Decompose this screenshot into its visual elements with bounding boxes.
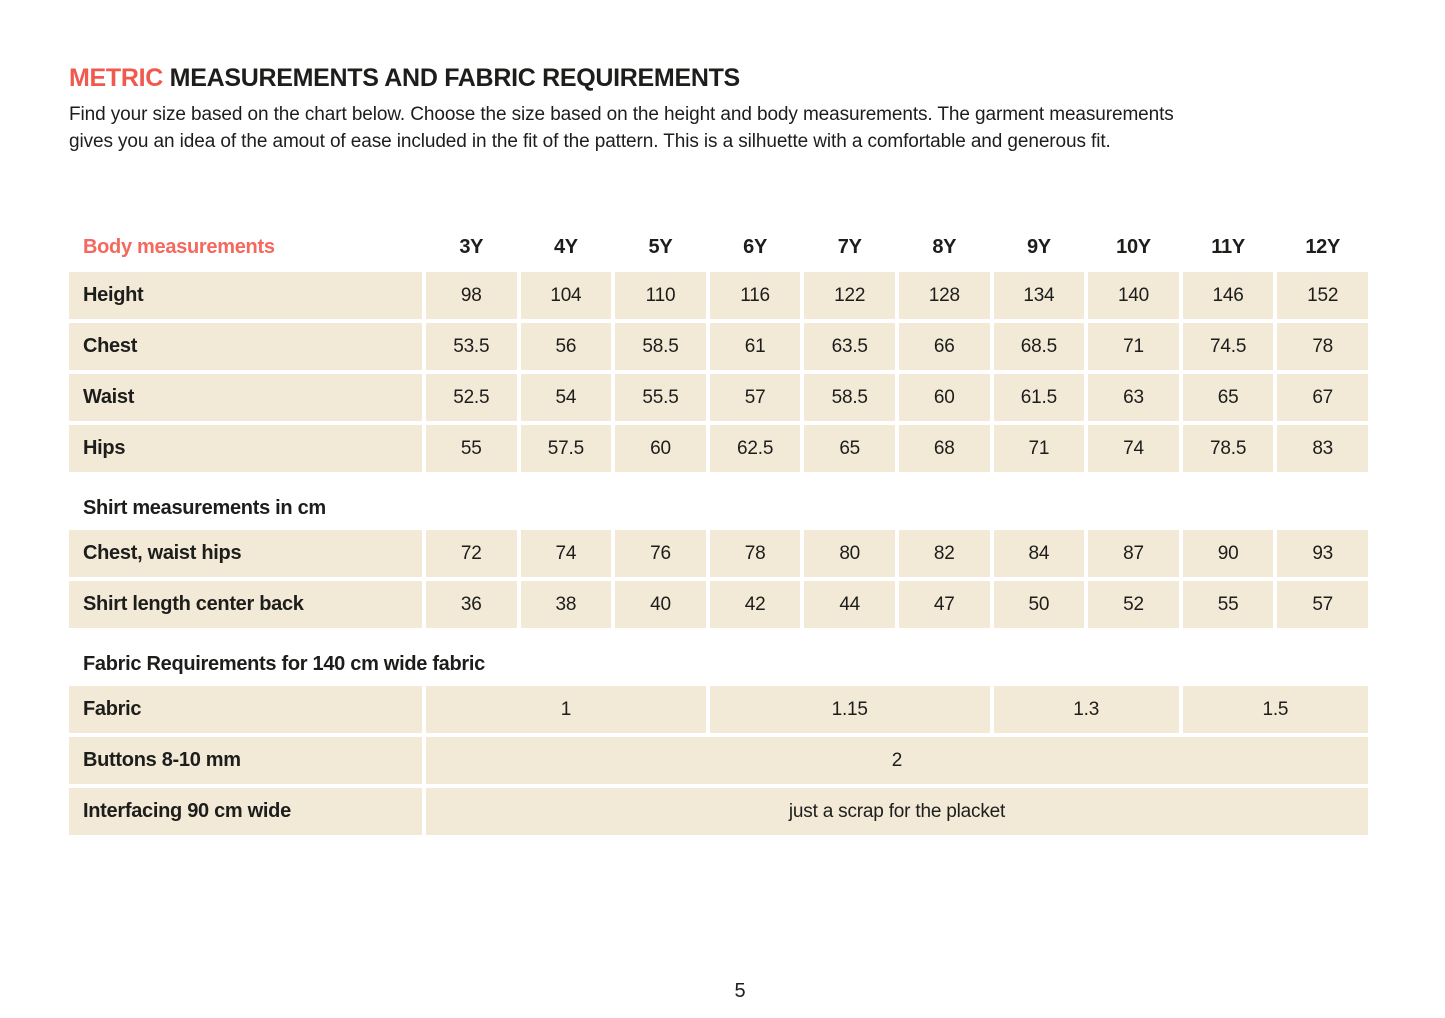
measurement-cell: 72 (426, 530, 517, 577)
fabric-amount-cell: 1.15 (709, 686, 990, 733)
measurement-cell: 53.5 (426, 323, 517, 370)
intro-line-2: gives you an idea of the amout of ease i… (69, 130, 1111, 152)
measurement-cell: 38 (520, 581, 612, 628)
measurement-cell: 61 (709, 323, 801, 370)
measurement-cell: 67 (1277, 374, 1368, 421)
measurement-cell: 55 (1182, 581, 1274, 628)
page-title: METRIC MEASUREMENTS AND FABRIC REQUIREME… (69, 62, 1368, 94)
measurement-cell: 146 (1182, 272, 1274, 319)
measurement-cell: 74 (1088, 425, 1179, 472)
measurement-cell: 78 (1277, 323, 1368, 370)
measurement-cell: 140 (1088, 272, 1179, 319)
size-column-header: 9Y (1026, 236, 1051, 258)
measurement-cell: 60 (898, 374, 990, 421)
row-label: Hips (69, 425, 422, 472)
row-label: Interfacing 90 cm wide (69, 788, 422, 835)
row-label: Fabric (69, 686, 422, 733)
measurement-cell: 128 (898, 272, 990, 319)
fabric-amount-cell: 1.5 (1182, 686, 1368, 733)
measurement-cell: 74.5 (1182, 323, 1274, 370)
measurement-table: Body measurements 3Y 4Y 5Y 6Y 7Y 8Y 9Y 10Y 11Y 12Y… (69, 228, 1368, 835)
measurement-cell: 57 (709, 374, 801, 421)
size-column-header: 3Y (459, 236, 484, 258)
measurement-cell: 68 (898, 425, 990, 472)
fabric-amount-cell: 1 (426, 686, 706, 733)
measurement-cell: 58.5 (615, 323, 706, 370)
measurement-cell: 55.5 (615, 374, 706, 421)
measurement-cell: 56 (520, 323, 612, 370)
page-number: 5 (734, 980, 746, 1002)
measurement-cell: 66 (898, 323, 990, 370)
size-column-header: 5Y (648, 236, 673, 258)
measurement-cell: 93 (1277, 530, 1368, 577)
measurement-cell: 42 (709, 581, 801, 628)
measurement-cell: 47 (898, 581, 990, 628)
intro-line-1: Find your size based on the chart below.… (69, 104, 1174, 125)
measurement-cell: 63.5 (804, 323, 895, 370)
measurement-cell: 116 (709, 272, 801, 319)
size-column-header: 6Y (743, 236, 768, 258)
measurement-cell: 44 (804, 581, 895, 628)
measurement-cell: 110 (615, 272, 706, 319)
measurement-cell: 40 (615, 581, 706, 628)
measurement-cell: 83 (1277, 425, 1368, 472)
measurement-cell: 65 (804, 425, 895, 472)
measurement-cell: 50 (993, 581, 1085, 628)
fabric-amount-cell: 1.3 (993, 686, 1179, 733)
measurement-cell: 78.5 (1182, 425, 1274, 472)
row-label: Height (69, 272, 422, 319)
measurement-cell: 52.5 (426, 374, 517, 421)
measurement-cell: 104 (520, 272, 612, 319)
size-column-header: 7Y (837, 236, 862, 258)
measurement-cell: 134 (993, 272, 1085, 319)
size-column-header: 10Y (1116, 236, 1151, 258)
measurement-cell: 87 (1088, 530, 1179, 577)
measurement-cell: 76 (615, 530, 706, 577)
measurement-cell: 82 (898, 530, 990, 577)
size-column-header: 11Y (1211, 236, 1245, 258)
title-rest: MEASUREMENTS AND FABRIC REQUIREMENTS (163, 64, 741, 92)
section-header-fabric-requirements: Fabric Requirements for 140 cm wide fabr… (83, 653, 485, 675)
measurement-cell: 60 (615, 425, 706, 472)
measurement-cell: 71 (993, 425, 1085, 472)
measurement-cell: 58.5 (804, 374, 895, 421)
measurement-cell: 74 (520, 530, 612, 577)
document-page: METRIC MEASUREMENTS AND FABRIC REQUIREME… (69, 62, 1368, 835)
row-label: Waist (69, 374, 422, 421)
table-header-body-measurements: Body measurements (83, 236, 275, 258)
measurement-cell: 122 (804, 272, 895, 319)
measurement-cell: 68.5 (993, 323, 1085, 370)
measurement-cell: 90 (1182, 530, 1274, 577)
row-label: Buttons 8-10 mm (69, 737, 422, 784)
measurement-cell: 78 (709, 530, 801, 577)
size-column-header: 12Y (1305, 236, 1341, 258)
measurement-cell: 65 (1182, 374, 1274, 421)
measurement-cell: 62.5 (709, 425, 801, 472)
intro-paragraph: Find your size based on the chart below.… (69, 102, 1368, 155)
measurement-cell: 61.5 (993, 374, 1085, 421)
measurement-cell: 71 (1088, 323, 1179, 370)
measurement-cell: 57 (1277, 581, 1368, 628)
title-highlight: METRIC (69, 64, 164, 92)
interfacing-note-cell: just a scrap for the placket (426, 788, 1368, 835)
row-label: Chest (69, 323, 422, 370)
measurement-cell: 98 (426, 272, 517, 319)
size-column-header: 4Y (553, 236, 578, 258)
measurement-cell: 84 (993, 530, 1085, 577)
row-label: Shirt length center back (69, 581, 422, 628)
row-label: Chest, waist hips (69, 530, 422, 577)
measurement-cell: 63 (1088, 374, 1179, 421)
measurement-cell: 55 (426, 425, 517, 472)
measurement-cell: 54 (520, 374, 612, 421)
buttons-count-cell: 2 (426, 737, 1368, 784)
size-column-header: 8Y (932, 236, 957, 258)
measurement-cell: 36 (426, 581, 517, 628)
measurement-cell: 80 (804, 530, 895, 577)
section-header-shirt-measurements: Shirt measurements in cm (83, 497, 326, 519)
measurement-cell: 152 (1277, 272, 1368, 319)
measurement-cell: 57.5 (520, 425, 612, 472)
measurement-cell: 52 (1088, 581, 1179, 628)
